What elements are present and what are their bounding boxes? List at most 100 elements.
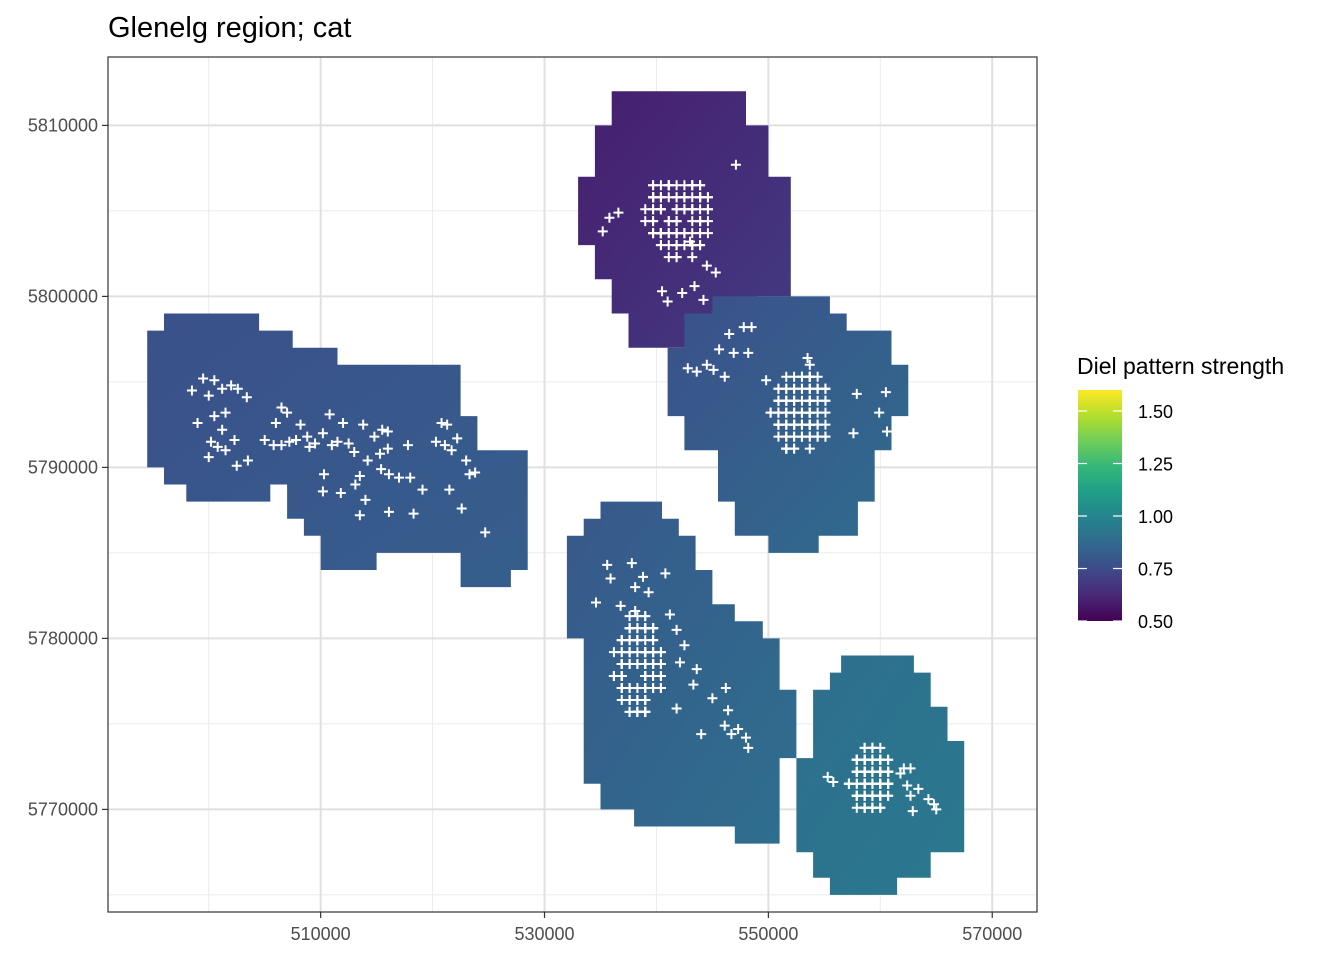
observation-point	[632, 706, 643, 717]
observation-point	[276, 440, 287, 451]
observation-point	[203, 452, 214, 463]
observation-point	[350, 479, 361, 490]
observation-point	[304, 441, 315, 452]
observation-point	[655, 204, 666, 215]
observation-point	[205, 436, 216, 447]
observation-point	[679, 192, 690, 203]
observation-point	[682, 363, 693, 374]
observation-point	[354, 510, 365, 521]
observation-point	[640, 216, 651, 227]
x-tick-label: 550000	[738, 924, 798, 944]
y-tick-label: 5780000	[28, 628, 98, 648]
observation-point	[687, 180, 698, 191]
observation-point	[905, 763, 916, 774]
observation-point	[822, 771, 833, 782]
legend-tick-label: 1.50	[1138, 402, 1173, 422]
observation-point	[664, 609, 675, 620]
observation-point	[895, 768, 906, 779]
observation-point	[382, 443, 393, 454]
observation-point	[701, 359, 712, 370]
observation-point	[360, 494, 371, 505]
observation-point	[464, 469, 475, 480]
observation-point	[671, 240, 682, 251]
observation-point	[402, 440, 413, 451]
observation-point	[220, 445, 231, 456]
observation-point	[640, 611, 651, 622]
observation-point	[377, 424, 388, 435]
observation-point	[604, 212, 615, 223]
observation-point	[417, 484, 428, 495]
observation-point	[730, 159, 741, 170]
legend-tick-label: 1.00	[1138, 507, 1173, 527]
observation-point	[804, 371, 815, 382]
observation-point	[630, 582, 641, 593]
observation-point	[241, 392, 252, 403]
observation-point	[242, 455, 253, 466]
observation-point	[655, 192, 666, 203]
observation-point	[804, 443, 815, 454]
observation-point	[804, 407, 815, 418]
observation-point	[761, 375, 772, 386]
observation-point	[773, 395, 784, 406]
observation-point	[671, 703, 682, 714]
observation-point	[789, 395, 800, 406]
observation-point	[812, 419, 823, 430]
observation-point	[446, 445, 457, 456]
observation-point	[638, 571, 649, 582]
observation-point	[613, 207, 624, 218]
observation-point	[726, 729, 737, 740]
observation-point	[282, 407, 293, 418]
observation-point	[701, 260, 712, 271]
observation-point	[452, 433, 463, 444]
observation-point	[882, 426, 893, 437]
observation-point	[354, 470, 365, 481]
observation-point	[284, 436, 295, 447]
observation-point	[383, 469, 394, 480]
observation-point	[781, 371, 792, 382]
observation-point	[203, 390, 214, 401]
observation-point	[616, 659, 627, 670]
legend: Diel pattern strength 0.50 0.75 1.00 1.25 1.…	[1077, 353, 1284, 632]
observation-point	[343, 438, 354, 449]
observation-point	[851, 388, 862, 399]
observation-point	[848, 428, 859, 439]
observation-point	[405, 472, 416, 483]
observation-point	[655, 671, 666, 682]
observation-point	[695, 204, 706, 215]
observation-point	[663, 228, 674, 239]
observation-point	[875, 754, 886, 765]
observation-point	[209, 411, 220, 422]
observation-point	[765, 407, 776, 418]
observation-point	[710, 267, 721, 278]
observation-point	[648, 228, 659, 239]
observation-point	[802, 352, 813, 363]
observation-point	[270, 417, 281, 428]
observation-point	[789, 407, 800, 418]
observation-point	[883, 790, 894, 801]
observation-point	[376, 464, 387, 475]
observation-point	[640, 694, 651, 705]
observation-point	[733, 724, 744, 735]
legend-title: Diel pattern strength	[1077, 353, 1284, 379]
observation-point	[689, 281, 700, 292]
observation-point	[231, 460, 242, 471]
x-tick-label: 530000	[514, 924, 574, 944]
legend-colorbar	[1078, 390, 1122, 621]
observation-point	[382, 426, 393, 437]
observation-point	[335, 488, 346, 499]
observation-point	[597, 226, 608, 237]
observation-point	[880, 387, 891, 398]
observation-point	[648, 635, 659, 646]
observation-point	[436, 417, 447, 428]
observation-point	[470, 467, 481, 478]
legend-tick-label: 0.75	[1138, 560, 1173, 580]
observation-point	[677, 287, 688, 298]
observation-point	[671, 252, 682, 263]
observation-point	[640, 671, 651, 682]
observation-point	[708, 364, 719, 375]
observation-point	[781, 431, 792, 442]
observation-point	[679, 640, 690, 651]
observation-point	[773, 383, 784, 394]
observation-point	[688, 679, 699, 690]
